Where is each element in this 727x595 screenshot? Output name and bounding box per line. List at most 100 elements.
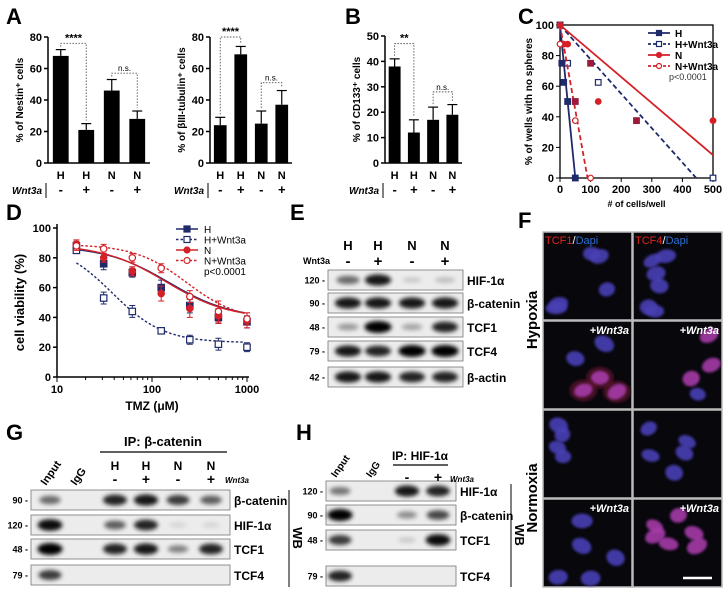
- condition-label: Normoxia: [524, 463, 541, 533]
- nucleus: [641, 449, 660, 462]
- microscopy-image: +Wnt3a: [542, 320, 633, 410]
- condition-label: Hypoxia: [524, 290, 541, 349]
- blot-strip: [30, 489, 231, 511]
- wnt3a-sign: -: [392, 182, 396, 197]
- data-point: [186, 304, 194, 313]
- x-tick-label: 500: [704, 184, 722, 196]
- panel-label-h: H: [296, 420, 312, 445]
- nucleus: [665, 464, 684, 481]
- nucleus: [684, 525, 704, 541]
- legend-label: N: [675, 51, 682, 62]
- lane-label-rotated: Input: [329, 453, 352, 480]
- y-tick-label: 0: [45, 372, 51, 384]
- data-point: [183, 256, 191, 265]
- data-point: [709, 117, 717, 125]
- panel-label-e: E: [290, 200, 305, 225]
- molecular-weight: 79 -: [307, 572, 323, 582]
- blot-band: [396, 511, 418, 519]
- data-point: [99, 253, 108, 262]
- y-tick-label: 20: [542, 142, 554, 154]
- data-point: [560, 78, 568, 86]
- nucleus: [545, 301, 568, 315]
- blot-band: [38, 570, 62, 580]
- lane-label: N: [440, 238, 449, 253]
- panel-label-a: A: [6, 4, 22, 29]
- bar: [234, 54, 248, 164]
- data-point: [128, 253, 137, 262]
- molecular-weight: 90 -: [309, 299, 325, 309]
- significance-label: **: [400, 33, 409, 45]
- blot-band: [199, 543, 223, 555]
- line-chart-d: 0 20 40 60 80 100 10 100 1000 TMZ (μM) cell viabil…: [12, 223, 259, 413]
- nucleus: [589, 249, 609, 264]
- protein-label: TCF1: [460, 534, 490, 548]
- legend-label: H+Wnt3a: [675, 40, 719, 51]
- blot-band: [425, 534, 451, 546]
- significance-bracket: [111, 72, 138, 109]
- p-value: p<0.0001: [204, 267, 246, 278]
- significance-bracket: [394, 43, 415, 117]
- western-blot-h: 120 - HIF-1α 90 - β-catenin 48 - TCF1 79 - TCF4…: [302, 449, 527, 587]
- blot-band: [133, 543, 159, 555]
- molecular-weight: 90 -: [307, 511, 323, 521]
- significance-bracket: [60, 42, 87, 121]
- blot-band: [336, 275, 360, 285]
- bar: [52, 55, 69, 163]
- nucleus: [675, 445, 694, 461]
- bar: [446, 114, 459, 163]
- lane-label-rotated: IgG: [364, 460, 383, 480]
- wnt3a-sign: +: [410, 182, 418, 197]
- protein-label: β-catenin: [467, 297, 520, 311]
- y-axis-label: % of βIII-tubulin⁺ cells: [177, 47, 188, 153]
- blot-band: [169, 522, 187, 528]
- wnt3a-sign: +: [82, 182, 90, 197]
- blot-band: [431, 345, 459, 357]
- microscopy-image: [632, 231, 723, 321]
- category-label: H: [237, 170, 245, 182]
- y-tick-label: 60: [39, 283, 51, 295]
- molecular-weight: 120 -: [304, 276, 325, 286]
- wnt3a-sign: +: [434, 469, 442, 485]
- treatment-label: +Wnt3a: [590, 503, 629, 515]
- y-tick-label: 50: [367, 31, 379, 43]
- channel-tcf: TCF4: [635, 235, 663, 247]
- channel-label: TCF1/Dapi: [545, 235, 598, 247]
- data-point: [655, 29, 663, 37]
- y-tick-label: 60: [192, 64, 204, 76]
- data-point: [128, 267, 137, 276]
- channel-separator: /: [663, 235, 667, 247]
- blot-band: [39, 495, 61, 505]
- wnt3a-sign: -: [176, 471, 181, 487]
- wnt3a-sign: +: [207, 471, 215, 487]
- bar: [388, 66, 401, 163]
- nucleus: [686, 537, 708, 555]
- data-point: [243, 343, 251, 352]
- nucleus: [571, 537, 592, 554]
- blot-strip: [327, 316, 464, 338]
- y-tick-label: 40: [542, 112, 554, 124]
- x-tick-label: 300: [643, 184, 661, 196]
- protein-label: β-catenin: [460, 509, 513, 523]
- bar: [427, 119, 440, 163]
- y-tick-label: 0: [373, 158, 379, 170]
- y-tick-label: 0: [548, 173, 554, 185]
- channel-separator: /: [573, 235, 577, 247]
- blot-band: [167, 545, 189, 553]
- nucleus: [594, 335, 615, 353]
- molecular-weight: 48 -: [12, 545, 28, 555]
- protein-label: HIF-1α: [234, 519, 272, 533]
- category-label: N: [133, 170, 141, 182]
- y-tick-label: 40: [367, 56, 379, 68]
- blot-band: [327, 509, 353, 521]
- significance-label: n.s.: [118, 64, 131, 73]
- category-label: H: [410, 170, 418, 182]
- panel-label-b: B: [345, 4, 361, 29]
- wnt3a-sign: -: [259, 182, 263, 197]
- data-point: [214, 307, 223, 316]
- nucleus: [574, 383, 593, 398]
- wnt3a-sign: -: [410, 253, 415, 270]
- blot-strip: [325, 480, 457, 502]
- plot-frame: [559, 24, 714, 179]
